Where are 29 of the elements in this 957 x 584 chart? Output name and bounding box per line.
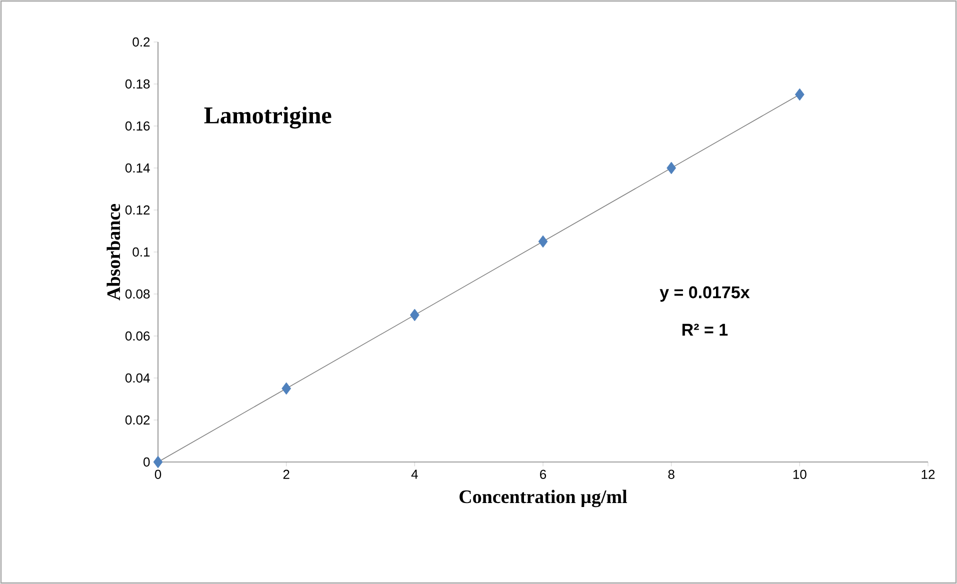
y-tick-label: 0.2 [132, 37, 150, 47]
y-axis-title: Absorbance [106, 204, 120, 300]
x-tick-label: 4 [411, 470, 418, 479]
text: Lamotrigine [204, 106, 332, 129]
point [153, 456, 163, 468]
y-tick-label: 0.16 [125, 121, 150, 131]
x-axis-title: Concentration µg/ml [460, 490, 628, 508]
x-tick-label: 2 [283, 470, 290, 479]
x-tick-label: 0 [154, 470, 162, 479]
point [538, 235, 548, 248]
x-tick-label: 8 [668, 470, 674, 479]
y-tick-label: 0.18 [125, 79, 150, 89]
y-tick-label: 0 [144, 457, 150, 467]
x-tick-label: 6 [540, 470, 546, 479]
y-tick-label: 0.04 [125, 373, 150, 383]
point [282, 382, 292, 395]
x-tick-label: 12 [922, 470, 935, 479]
point [794, 88, 804, 101]
y-tick-label: 0.08 [125, 289, 150, 299]
x-tick-label: 10 [793, 470, 806, 479]
y-tick-label: 0.06 [125, 331, 150, 341]
point [666, 162, 676, 174]
annotation: R² = 1 [682, 324, 728, 336]
y-tick-label: 0.1 [132, 247, 150, 257]
y-tick-label: 0.02 [125, 415, 150, 425]
y-tick-label: 0.14 [125, 163, 150, 173]
y-tick-label: 0.12 [125, 205, 150, 215]
annotation: y = 0.0175x [660, 286, 750, 302]
point [410, 308, 420, 322]
